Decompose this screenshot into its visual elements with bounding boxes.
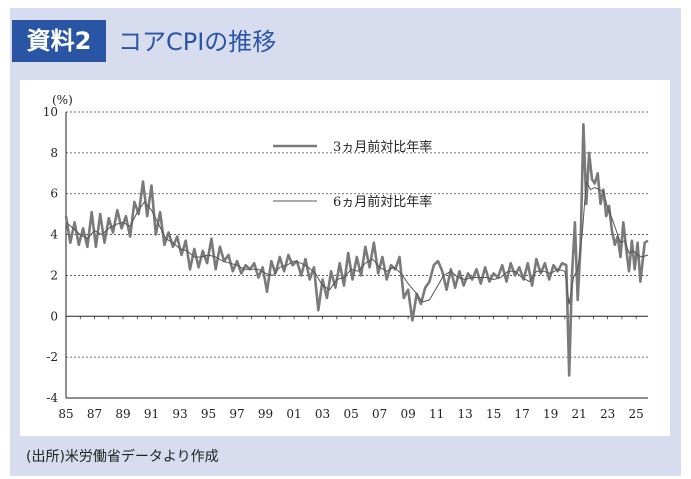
y-tick-labels: 10 8 6 4 2 0 -2 -4 (%) <box>43 93 73 405</box>
legend-label-1: 3ヵ月前対比年率 <box>333 139 432 155</box>
x-tick-label: 21 <box>572 407 587 421</box>
y-tick-label: -4 <box>46 391 58 405</box>
series-line-1 <box>64 123 649 377</box>
x-tick-label: 97 <box>229 407 244 421</box>
y-tick-label: 4 <box>50 228 58 242</box>
x-tick-label: 87 <box>87 407 102 421</box>
x-tick-label: 99 <box>258 407 273 421</box>
x-tick-label: 89 <box>115 407 130 421</box>
legend: 3ヵ月前対比年率 6ヵ月前対比年率 <box>273 139 432 210</box>
x-tick-label: 23 <box>600 407 615 421</box>
y-tick-label: 10 <box>43 105 58 119</box>
series-line-2 <box>65 181 649 305</box>
x-tick-label: 15 <box>486 407 501 421</box>
x-tick-label: 07 <box>372 407 387 421</box>
y-tick-label: -2 <box>46 350 58 364</box>
x-tick-label: 09 <box>400 407 415 421</box>
x-tick-label: 93 <box>172 407 187 421</box>
x-tick-label: 01 <box>286 407 301 421</box>
y-tick-label: 8 <box>50 146 58 160</box>
x-tick-label: 25 <box>629 407 644 421</box>
series-lines <box>64 123 649 377</box>
x-tick-label: 95 <box>201 407 216 421</box>
x-tick-label: 19 <box>543 407 558 421</box>
plot-area: 10 8 6 4 2 0 -2 -4 (%) 85 87 89 91 93 95 97 99 01 03 05 07 0… <box>20 80 670 436</box>
x-tick-labels: 85 87 89 91 93 95 97 99 01 03 05 07 09 11 13 15 17 19 21 23… <box>58 407 643 421</box>
y-tick-label: 2 <box>50 268 58 282</box>
y-axis-unit-label: (%) <box>52 93 73 107</box>
source-note: (出所)米労働省データより作成 <box>26 449 219 465</box>
chart-title: コアCPIの推移 <box>118 28 277 56</box>
y-tick-label: 6 <box>50 187 58 201</box>
x-tick-label: 85 <box>58 407 73 421</box>
x-tick-label: 03 <box>315 407 330 421</box>
x-tick-label: 13 <box>457 407 472 421</box>
x-tick-label: 05 <box>343 407 358 421</box>
x-tick-label: 91 <box>144 407 159 421</box>
line-chart: 10 8 6 4 2 0 -2 -4 (%) 85 87 89 91 93 95 97 99 01 03 05 07 0… <box>43 93 649 421</box>
axes <box>65 112 648 399</box>
legend-label-2: 6ヵ月前対比年率 <box>333 194 432 210</box>
y-tick-label: 0 <box>50 309 58 323</box>
figure-badge: 資料2 <box>12 20 106 62</box>
x-tick-label: 17 <box>514 407 529 421</box>
x-tick-label: 11 <box>429 407 444 421</box>
